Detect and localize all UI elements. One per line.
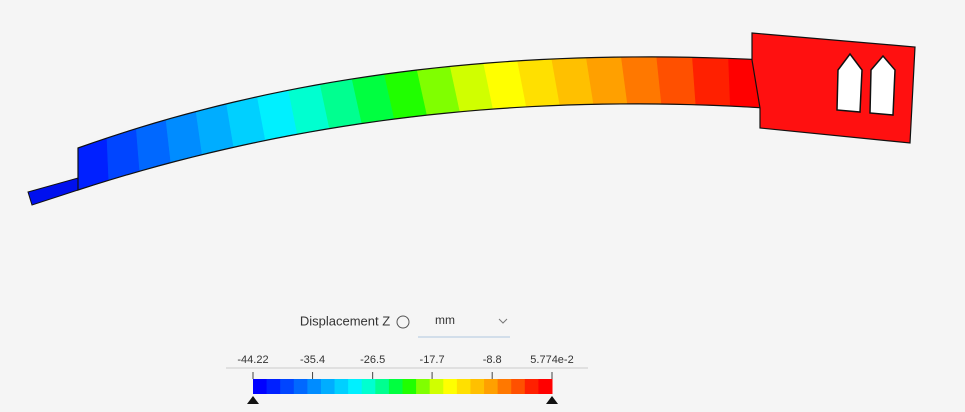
beam-segment xyxy=(656,56,697,106)
color-band xyxy=(511,379,526,394)
beam-segment xyxy=(165,111,203,163)
color-band xyxy=(266,379,281,394)
tick-label: -44.22 xyxy=(237,354,268,366)
color-band xyxy=(524,379,539,394)
model xyxy=(27,56,766,206)
color-band xyxy=(497,379,512,394)
color-band xyxy=(348,379,363,394)
unit-select[interactable]: mm xyxy=(435,313,455,327)
beam-segment xyxy=(692,57,731,107)
beam-segment xyxy=(586,56,628,105)
bracket-plate xyxy=(751,32,916,144)
legend-title: Displacement Z xyxy=(300,313,390,328)
tick-label: -8.8 xyxy=(483,354,502,366)
color-band xyxy=(361,379,376,394)
color-band xyxy=(443,379,458,394)
range-handle[interactable] xyxy=(247,396,259,404)
tick-label: 5.774e-2 xyxy=(530,354,573,366)
range-handle[interactable] xyxy=(546,396,558,404)
color-band xyxy=(280,379,295,394)
beam-segment xyxy=(621,56,662,105)
tick-label: -26.5 xyxy=(360,354,385,366)
tick-label: -35.4 xyxy=(300,354,325,366)
tick-label: -17.7 xyxy=(420,354,445,366)
color-band xyxy=(320,379,336,394)
colorbar: -44.22 -35.4 -26.5 -17.7 -8.8 5.774e-2 xyxy=(237,354,574,394)
color-band xyxy=(402,379,417,394)
color-band xyxy=(470,379,485,394)
color-band xyxy=(456,379,471,394)
color-band xyxy=(334,379,349,394)
bracket-hole xyxy=(836,52,863,113)
legend-info-icon[interactable] xyxy=(396,315,410,329)
bracket xyxy=(751,32,916,144)
color-band xyxy=(429,379,444,394)
color-band xyxy=(375,379,390,394)
color-band xyxy=(388,379,403,394)
color-band xyxy=(484,379,499,394)
color-band xyxy=(307,379,322,394)
color-band xyxy=(293,379,308,394)
color-band xyxy=(253,379,268,394)
color-band xyxy=(416,379,431,394)
bracket-hole xyxy=(869,54,896,116)
dropdown-chevron[interactable] xyxy=(498,318,508,324)
color-band xyxy=(538,379,553,394)
